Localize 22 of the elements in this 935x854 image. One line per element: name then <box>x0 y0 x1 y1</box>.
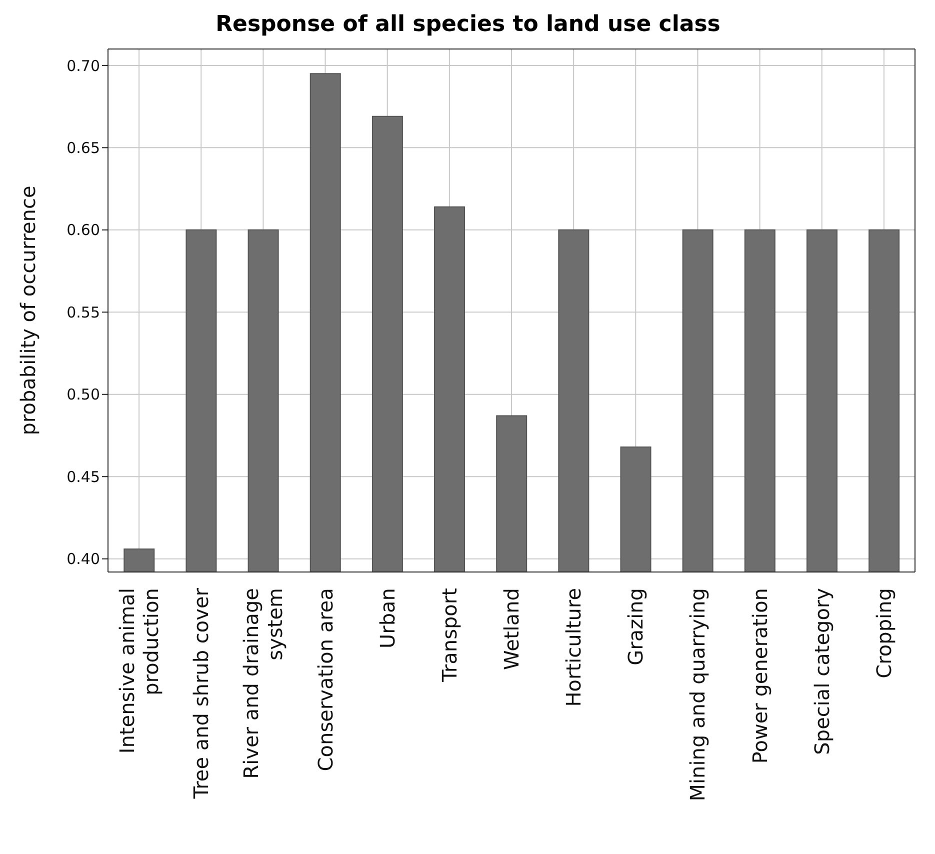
x-tick-label: Power generation <box>748 588 772 764</box>
y-tick-label: 0.70 <box>66 56 100 75</box>
chart-title: Response of all species to land use class <box>214 11 722 39</box>
x-tick-label: River and drainage system <box>239 588 288 779</box>
y-tick-label: 0.55 <box>66 303 100 322</box>
x-tick-label: Grazing <box>624 588 648 666</box>
x-tick-label: Conservation area <box>313 588 338 772</box>
x-tick-label: Cropping <box>872 588 896 678</box>
y-tick-label: 0.40 <box>66 550 100 568</box>
x-tick-label: Intensive animal production <box>115 588 164 754</box>
y-tick-label: 0.45 <box>66 468 100 486</box>
x-tick-label: Special category <box>810 588 834 755</box>
y-tick-label: 0.65 <box>66 139 100 158</box>
y-tick-label: 0.50 <box>66 386 100 404</box>
x-tick-label: Mining and quarrying <box>686 588 710 802</box>
y-axis-title: probability of occurrence <box>16 186 40 436</box>
x-tick-label: Wetland <box>500 588 524 670</box>
y-tick-label: 0.60 <box>66 221 100 240</box>
x-tick-label: Urban <box>375 588 400 648</box>
x-tick-label: Transport <box>437 588 462 683</box>
x-tick-label: Horticulture <box>562 588 586 707</box>
x-tick-label: Tree and shrub cover <box>189 587 214 800</box>
